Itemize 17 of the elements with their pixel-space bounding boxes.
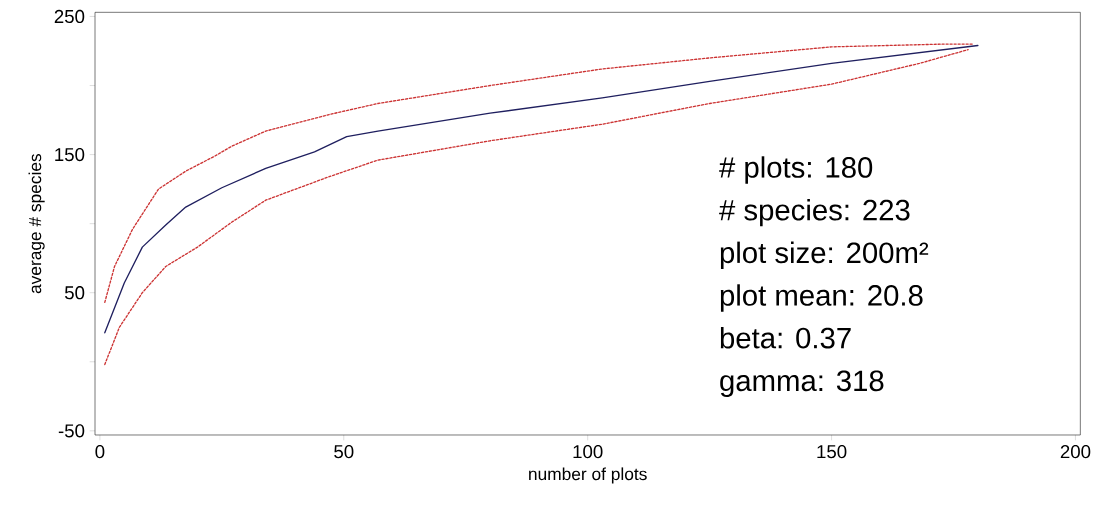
annotation: gamma: 318 [720, 370, 884, 397]
y-tick-label: -50 [58, 424, 85, 438]
x-tick-label: 0 [95, 445, 105, 459]
y-tick-label: 150 [55, 147, 85, 162]
annotation: plot size: 200m² [720, 241, 929, 269]
x-axis-title: number of plots [529, 467, 647, 484]
y-axis-title: average # species [28, 153, 45, 294]
x-tick-label: 200 [1060, 445, 1091, 459]
annotation: # species: 223 [719, 198, 910, 227]
y-tick-label: 50 [64, 286, 85, 300]
x-tick-label: 50 [334, 445, 354, 459]
y-tick-label: 250 [54, 9, 85, 24]
annotation: plot mean: 20.8 [720, 284, 923, 312]
annotation: beta: 0.37 [720, 326, 851, 349]
x-tick-label: 150 [817, 445, 847, 459]
annotation: # plots: 180 [719, 156, 873, 184]
x-tick-label: 100 [573, 445, 603, 459]
